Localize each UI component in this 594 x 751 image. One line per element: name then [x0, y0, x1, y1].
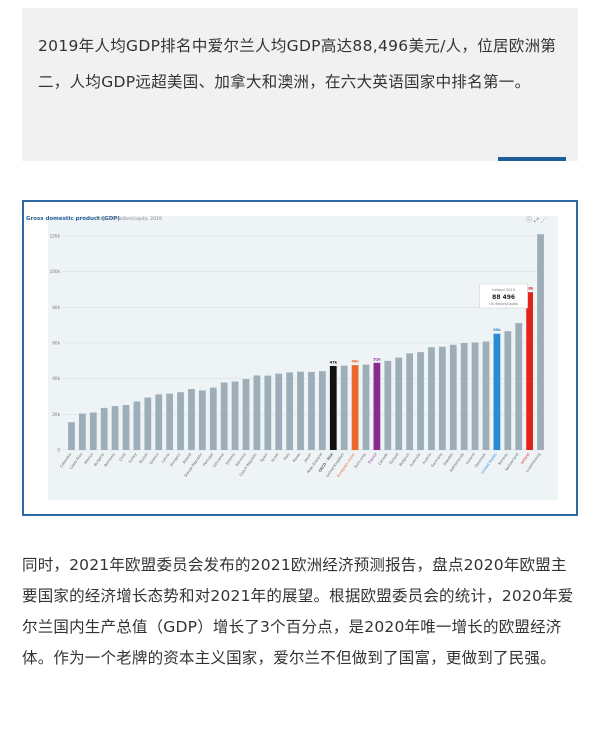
chart-toolbar: ⓘ ⤢ ⋰: [526, 215, 547, 225]
quote-accent-bar: [498, 157, 566, 161]
chart-plot-background: [48, 216, 558, 500]
chart-image-frame: [22, 200, 578, 516]
chart-subtitle: Total, US dollars/capita, 2019: [96, 216, 162, 222]
share-icon[interactable]: ⋰: [540, 217, 547, 224]
info-icon[interactable]: ⓘ: [526, 217, 533, 224]
intro-quote-text: 2019年人均GDP排名中爱尔兰人均GDP高达88,496美元/人，位居欧洲第二…: [38, 37, 557, 91]
chart-title: Gross domestic product (GDP): [26, 216, 120, 222]
intro-quote-box: 2019年人均GDP排名中爱尔兰人均GDP高达88,496美元/人，位居欧洲第二…: [22, 8, 578, 161]
expand-icon[interactable]: ⤢: [533, 217, 539, 224]
body-paragraph: 同时，2021年欧盟委员会发布的2021欧洲经济预测报告，盘点2020年欧盟主要…: [22, 556, 574, 667]
